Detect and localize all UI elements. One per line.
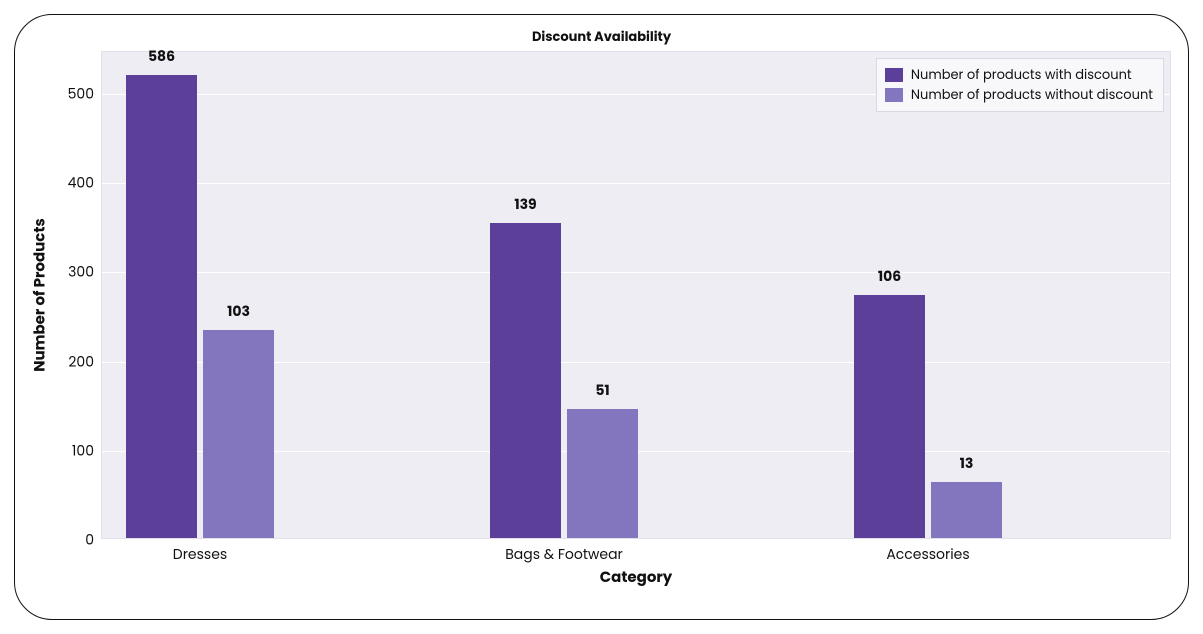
legend-swatch-icon [885, 68, 903, 82]
bar-value-label: 139 [514, 194, 536, 215]
chart-title: Discount Availability [15, 27, 1188, 47]
legend-label: Number of products without discount [911, 85, 1153, 105]
chart-card: Discount Availability 0 100 200 300 400 … [14, 14, 1189, 620]
bar-with-discount [854, 295, 925, 538]
bar-value-label: 51 [595, 380, 609, 401]
bar-value-label: 13 [960, 453, 974, 474]
gridline [102, 272, 1170, 273]
ytick-label: 100 [72, 440, 94, 461]
legend: Number of products with discount Number … [876, 58, 1164, 112]
ytick-label: 500 [68, 83, 94, 104]
legend-item-without-discount: Number of products without discount [885, 85, 1153, 105]
bar-value-label: 586 [148, 46, 175, 67]
legend-swatch-icon [885, 88, 903, 102]
ytick-label: 300 [68, 262, 94, 283]
legend-item-with-discount: Number of products with discount [885, 65, 1153, 85]
ytick-label: 200 [68, 351, 94, 372]
bar-value-label: 103 [227, 301, 250, 322]
plot-area: 0 100 200 300 400 500 586 103 139 51 106… [101, 51, 1171, 539]
ytick-label: 0 [85, 530, 94, 551]
legend-label: Number of products with discount [911, 65, 1132, 85]
ytick-label: 400 [68, 173, 94, 194]
y-axis-label: Number of Products [29, 218, 52, 372]
bar-without-discount [203, 330, 274, 538]
gridline [102, 540, 1170, 541]
bar-value-label: 106 [878, 266, 901, 287]
xtick-label: Dresses [173, 544, 227, 565]
bar-without-discount [931, 482, 1002, 538]
bar-with-discount [126, 75, 197, 538]
bar-with-discount [490, 223, 561, 538]
bar-without-discount [567, 409, 638, 538]
x-axis-label: Category [102, 566, 1170, 589]
gridline [102, 183, 1170, 184]
xtick-label: Bags & Footwear [505, 544, 623, 565]
xtick-label: Accessories [886, 544, 969, 565]
